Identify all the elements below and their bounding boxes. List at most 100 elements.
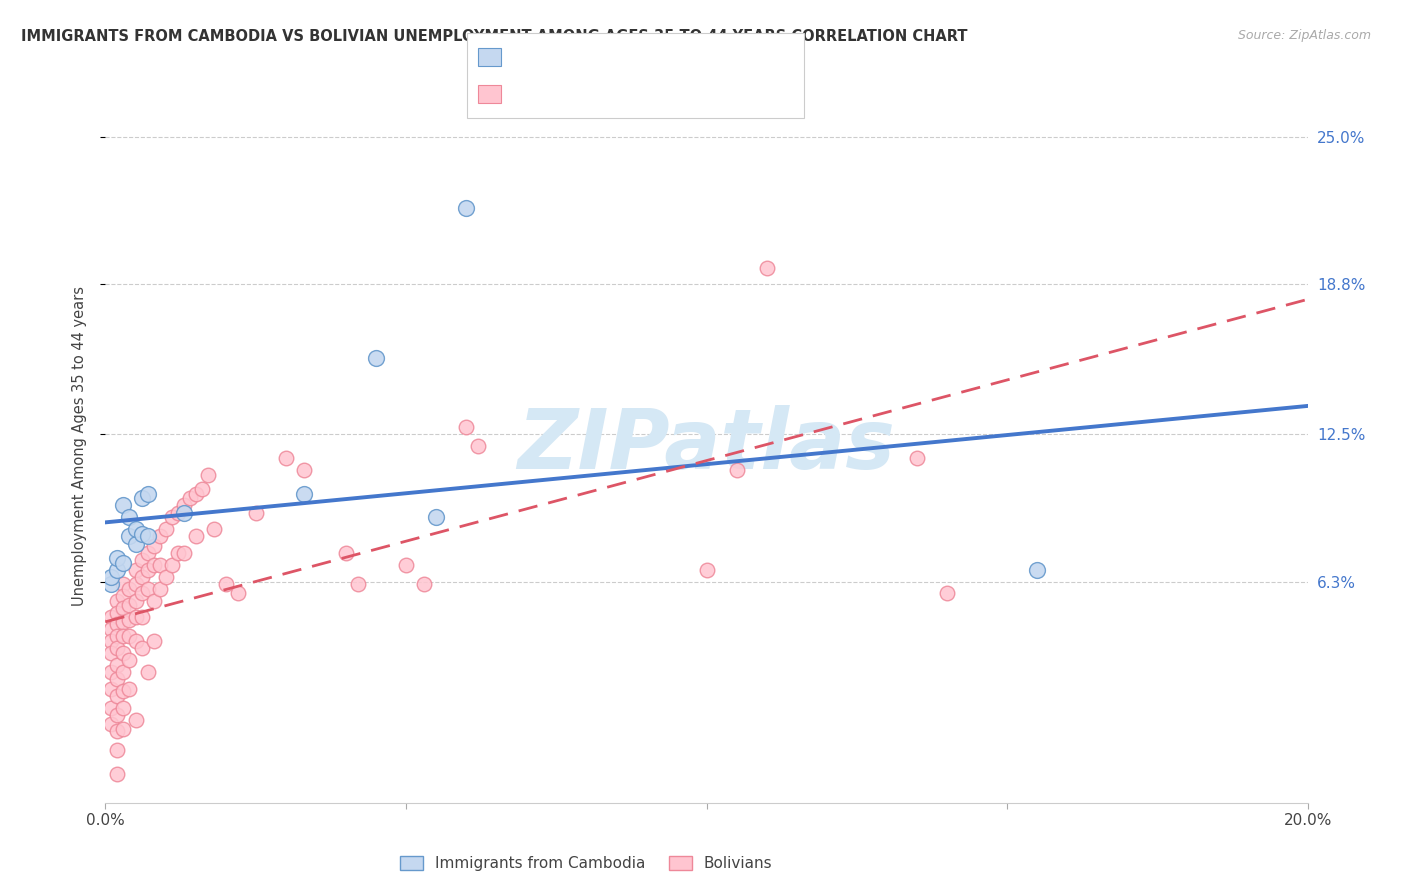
Point [335, 546, 357, 560]
Point [226, 586, 249, 600]
Point [131, 586, 153, 600]
Text: N =: N = [621, 87, 655, 102]
Point [136, 665, 159, 679]
Point [755, 260, 778, 275]
Point [274, 450, 297, 465]
Point [292, 463, 315, 477]
Point [107, 617, 129, 632]
Text: 0.457: 0.457 [550, 87, 598, 102]
Text: 20: 20 [661, 49, 682, 64]
Point [454, 201, 477, 215]
Point [112, 684, 135, 698]
Point [155, 522, 177, 536]
Point [124, 713, 146, 727]
Point [166, 546, 188, 560]
Point [107, 689, 129, 703]
Point [148, 582, 170, 596]
Point [190, 482, 212, 496]
Point [112, 615, 135, 629]
Text: Source: ZipAtlas.com: Source: ZipAtlas.com [1237, 29, 1371, 42]
Point [467, 439, 489, 453]
Y-axis label: Unemployment Among Ages 35 to 44 years: Unemployment Among Ages 35 to 44 years [72, 286, 87, 606]
Point [107, 657, 129, 672]
Point [696, 563, 718, 577]
Point [112, 556, 135, 570]
Point [112, 589, 135, 603]
Point [142, 593, 165, 607]
Point [107, 724, 129, 739]
Point [124, 563, 146, 577]
Point [124, 634, 146, 648]
Point [124, 536, 146, 550]
Point [202, 522, 225, 536]
Point [100, 681, 122, 696]
Point [184, 529, 207, 543]
Text: R =: R = [509, 49, 543, 64]
Point [107, 672, 129, 686]
Point [124, 522, 146, 536]
Point [905, 450, 928, 465]
Point [107, 606, 129, 620]
Point [136, 546, 159, 560]
Text: ZIPatlas: ZIPatlas [517, 406, 896, 486]
Text: N =: N = [621, 49, 655, 64]
Point [136, 486, 159, 500]
Point [142, 539, 165, 553]
Point [100, 634, 122, 648]
Point [124, 593, 146, 607]
Point [131, 553, 153, 567]
Point [100, 700, 122, 714]
Point [292, 486, 315, 500]
Point [112, 646, 135, 660]
Point [395, 558, 418, 572]
Point [155, 570, 177, 584]
Point [124, 577, 146, 591]
Point [245, 506, 267, 520]
Point [131, 641, 153, 656]
Point [107, 563, 129, 577]
Point [347, 577, 370, 591]
Point [454, 420, 477, 434]
Point [131, 570, 153, 584]
Point [118, 510, 141, 524]
Point [413, 577, 436, 591]
Point [131, 610, 153, 624]
Point [100, 665, 122, 679]
Point [112, 629, 135, 643]
Point [936, 586, 959, 600]
Point [112, 700, 135, 714]
Text: R =: R = [509, 87, 543, 102]
Point [100, 577, 122, 591]
Point [173, 546, 195, 560]
Legend: Immigrants from Cambodia, Bolivians: Immigrants from Cambodia, Bolivians [394, 850, 779, 877]
Point [1026, 563, 1049, 577]
Point [725, 463, 748, 477]
Point [100, 717, 122, 731]
Point [118, 613, 141, 627]
Point [112, 499, 135, 513]
Point [118, 582, 141, 596]
Point [131, 527, 153, 541]
Text: IMMIGRANTS FROM CAMBODIA VS BOLIVIAN UNEMPLOYMENT AMONG AGES 35 TO 44 YEARS CORR: IMMIGRANTS FROM CAMBODIA VS BOLIVIAN UNE… [21, 29, 967, 44]
Point [166, 506, 188, 520]
Text: 0.371: 0.371 [550, 49, 598, 64]
Point [136, 529, 159, 543]
Point [107, 593, 129, 607]
Point [173, 499, 195, 513]
Point [107, 629, 129, 643]
Point [136, 582, 159, 596]
Point [184, 486, 207, 500]
Point [136, 563, 159, 577]
Point [148, 558, 170, 572]
Point [100, 646, 122, 660]
Point [112, 600, 135, 615]
Point [112, 577, 135, 591]
Point [100, 570, 122, 584]
Point [107, 767, 129, 781]
Point [100, 610, 122, 624]
Point [197, 467, 219, 482]
Point [118, 529, 141, 543]
Point [112, 665, 135, 679]
Point [214, 577, 236, 591]
Point [148, 529, 170, 543]
